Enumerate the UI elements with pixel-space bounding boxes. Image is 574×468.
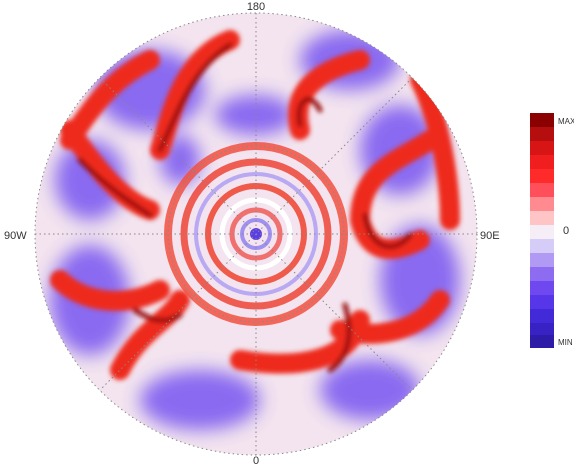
label-bottom: 0 — [253, 455, 259, 467]
colorbar-max: MAX — [558, 117, 574, 126]
colorbar-min: MIN — [558, 338, 573, 347]
label-left: 90W — [4, 230, 27, 242]
colorbar — [530, 113, 554, 348]
polar-map: 180 90W 90E 0 MAX 0 MIN — [0, 0, 574, 468]
label-right: 90E — [480, 230, 500, 242]
label-top: 180 — [247, 1, 265, 13]
colorbar-zero: 0 — [563, 225, 569, 237]
